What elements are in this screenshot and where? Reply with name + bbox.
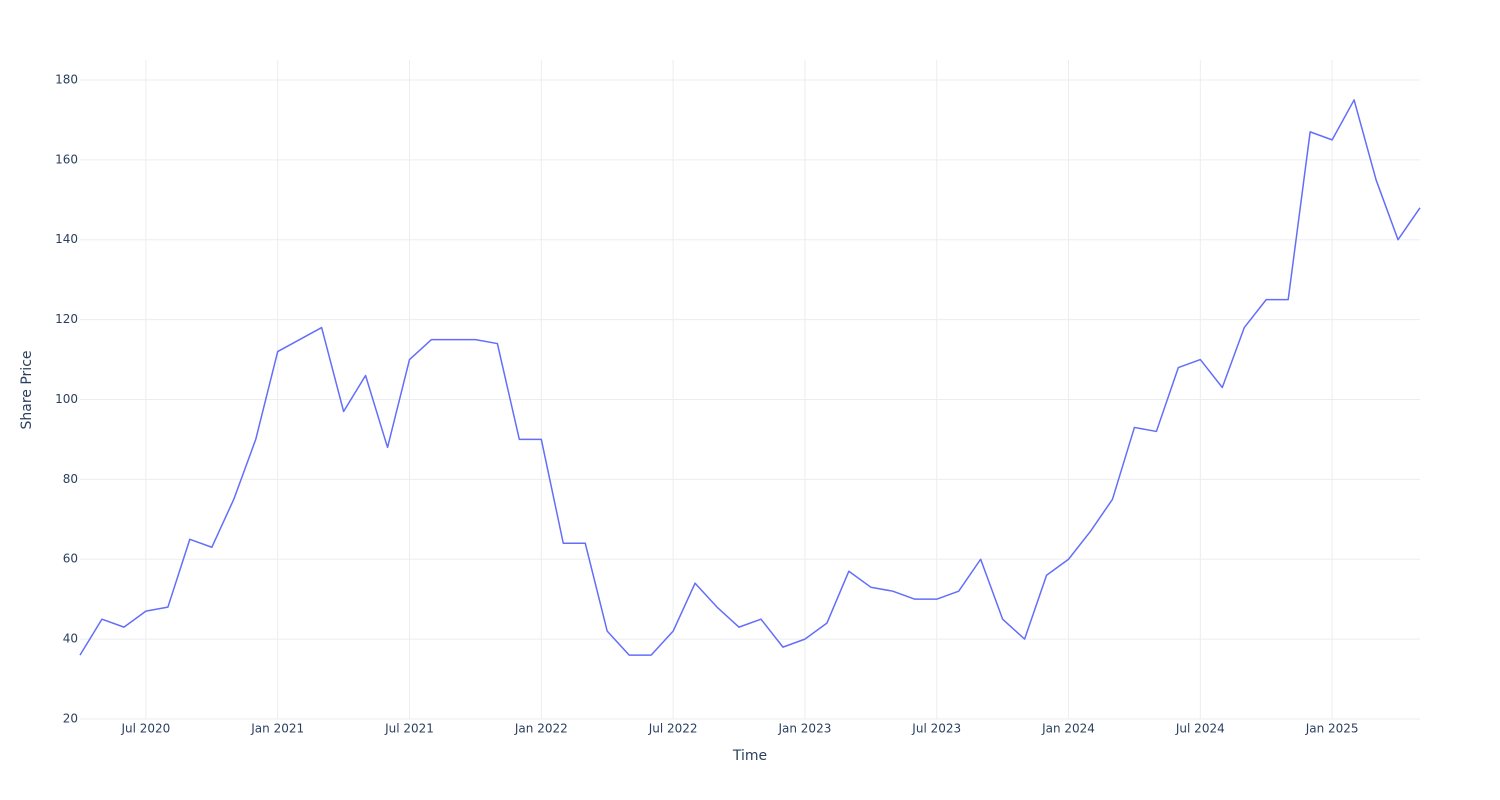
y-tick-label: 20 (63, 712, 78, 726)
x-tick-label: Jan 2023 (777, 722, 831, 736)
x-tick-label: Jul 2021 (384, 722, 434, 736)
x-tick-label: Jul 2022 (648, 722, 698, 736)
y-tick-label: 120 (55, 312, 78, 326)
price-line (79, 99, 1421, 656)
x-tick-label: Jan 2021 (250, 722, 304, 736)
x-axis-title: Time (732, 748, 767, 764)
y-tick-label: 60 (63, 552, 78, 566)
x-tick-label: Jan 2022 (514, 722, 568, 736)
x-tick-label: Jul 2024 (1175, 722, 1225, 736)
y-tick-label: 80 (63, 472, 78, 486)
x-tick-label: Jul 2023 (911, 722, 961, 736)
y-tick-label: 40 (63, 632, 78, 646)
y-axis-title: Share Price (19, 350, 35, 429)
y-tick-label: 100 (55, 392, 78, 406)
x-tick-label: Jul 2020 (120, 722, 170, 736)
y-tick-label: 180 (55, 72, 78, 86)
y-tick-label: 140 (55, 232, 78, 246)
x-tick-label: Jan 2025 (1305, 722, 1359, 736)
y-tick-label: 160 (55, 152, 78, 166)
x-tick-label: Jan 2024 (1041, 722, 1095, 736)
